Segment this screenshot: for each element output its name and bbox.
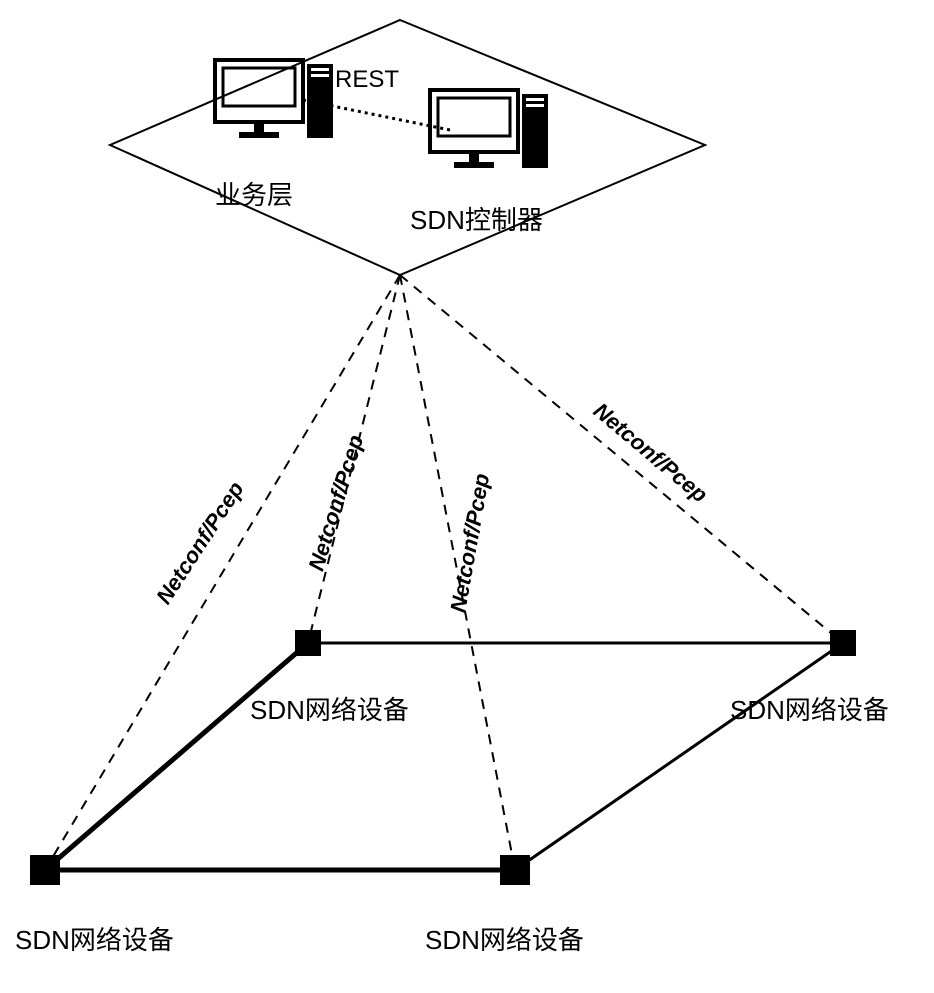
sdn-device-label: SDN网络设备: [15, 920, 174, 957]
sdn-device-label: SDN网络设备: [425, 920, 584, 957]
business-layer-label: 业务层: [215, 175, 293, 212]
sdn-device-label: SDN网络设备: [730, 690, 889, 727]
sdn-device-label: SDN网络设备: [250, 690, 409, 727]
sdn-controller-label: SDN控制器: [410, 200, 543, 237]
control-plane-diamond: [110, 20, 705, 275]
rest-label: REST: [335, 66, 399, 94]
